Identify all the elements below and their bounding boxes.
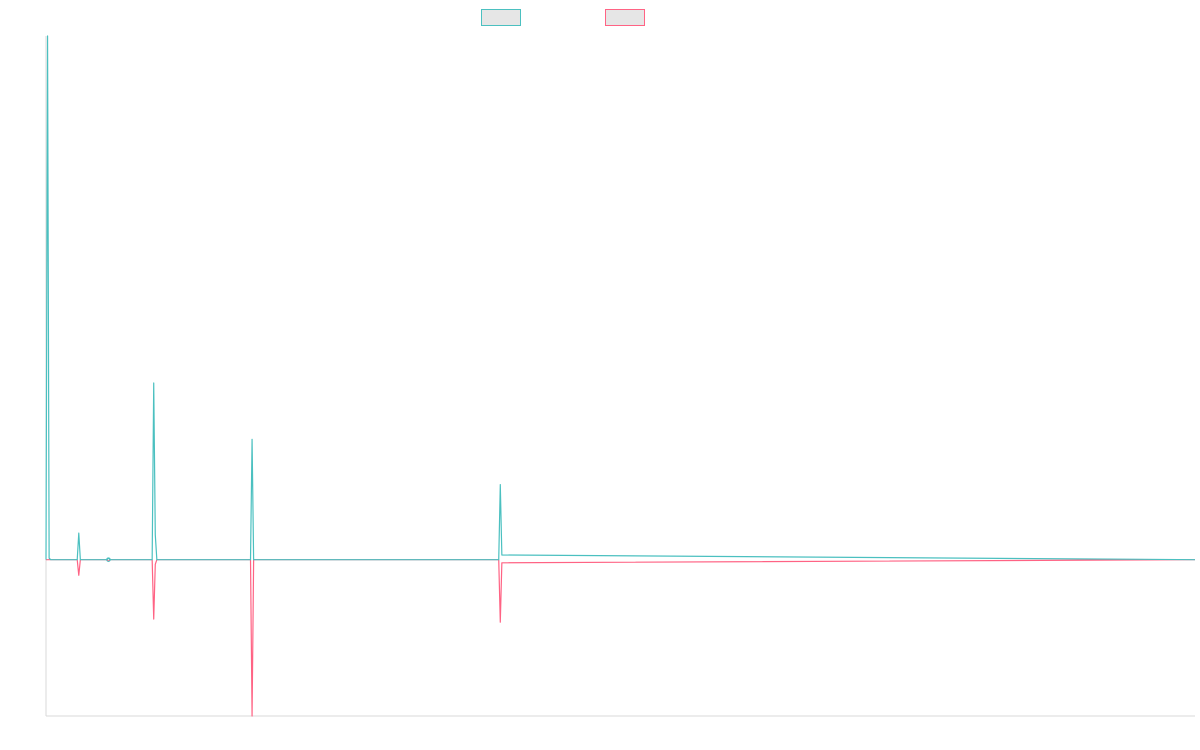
legend-swatch-series-1[interactable]: [481, 9, 521, 26]
series-line-1: [45, 35, 1196, 561]
series-point-marker: [106, 557, 111, 562]
series-line-2: [46, 559, 1196, 717]
legend-swatch-series-2[interactable]: [605, 9, 645, 26]
